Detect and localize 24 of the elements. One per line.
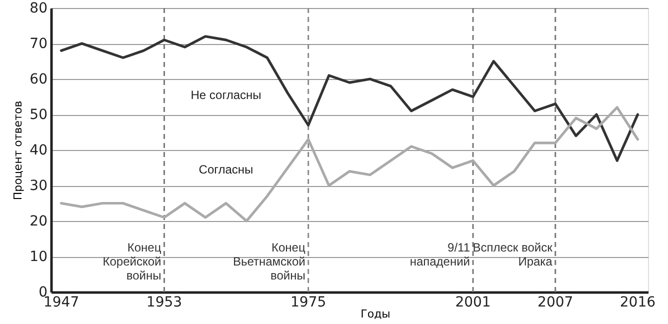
annotation: Конец Вьетнамской войны xyxy=(232,240,306,282)
line-series xyxy=(60,35,640,162)
x-axis-title: Годы xyxy=(360,308,390,320)
x-tick-label: 2016 xyxy=(620,294,656,310)
x-tick-label: 1953 xyxy=(146,294,182,310)
x-tick-label: 1975 xyxy=(290,294,326,310)
x-tick-label: 2001 xyxy=(455,294,491,310)
series-label: Не согласны xyxy=(190,88,262,102)
y-tick-label: 10 xyxy=(30,249,48,265)
y-tick-label: 20 xyxy=(30,214,48,230)
y-axis-title: Процент ответов xyxy=(12,100,25,200)
series-label: Согласны xyxy=(198,162,254,176)
y-tick-label: 60 xyxy=(30,72,48,88)
y-tick-label: 80 xyxy=(30,0,48,16)
x-tick-label: 2007 xyxy=(538,294,574,310)
y-tick-label: 50 xyxy=(30,107,48,123)
y-tick-label: 30 xyxy=(30,178,48,194)
annotation: Всплеск войск Ирака xyxy=(472,240,554,268)
annotation: Конец Корейской войны xyxy=(102,240,162,282)
y-tick-label: 0 xyxy=(38,284,48,300)
y-tick-label: 40 xyxy=(30,142,48,158)
y-tick-label: 70 xyxy=(30,36,48,52)
annotation: 9/11 нападений xyxy=(410,240,470,268)
line-series xyxy=(60,106,640,222)
